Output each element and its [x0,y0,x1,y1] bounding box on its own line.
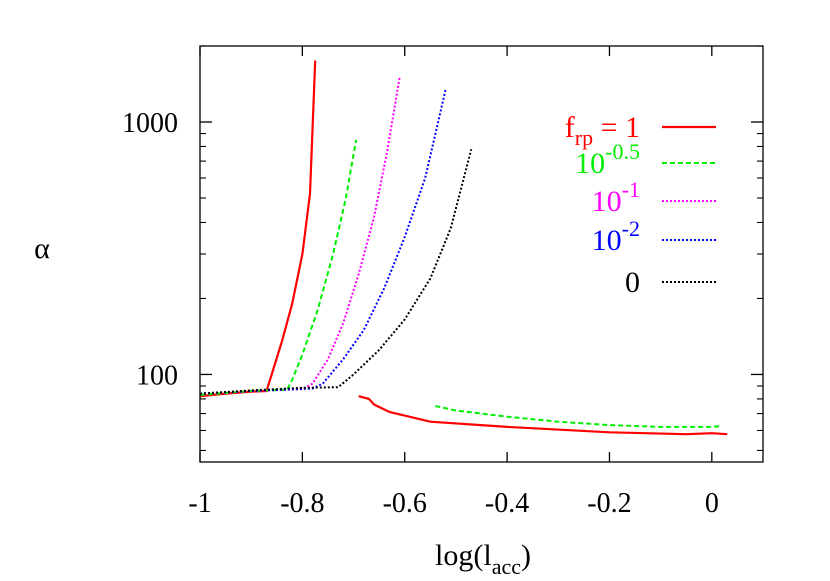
series-line-1-0 [199,139,358,396]
y-tick-label: 1000 [122,108,178,139]
legend-label-base: 0 [625,266,640,299]
legend-label-base: 10 [592,224,622,257]
series-layer [199,60,728,436]
series-line-0-0 [199,60,317,398]
legend-label-sup: -1 [622,177,640,202]
legend-label: 0 [625,266,640,299]
legend-label-rest: = 1 [593,111,640,144]
series-line-4-0 [199,148,473,395]
legend-label-base: 10 [592,185,622,218]
x-tick-label: -0.2 [587,488,631,519]
legend-label: frp = 1 [565,111,640,150]
legend-label: 10-2 [592,216,640,257]
y-axis-label: α [34,232,50,265]
x-tick-label: -0.4 [485,488,529,519]
x-axis-label-close: ) [521,539,531,572]
plot-frame [199,45,764,463]
y-tick-label: 100 [136,360,178,391]
legend-label-sub: rp [575,125,593,150]
series-line-1-1 [435,405,723,428]
x-axis-label: log(lacc) [435,539,531,579]
legend-label-sup: -0.5 [605,139,640,164]
legend-label-base: f [565,111,575,144]
legend-label-sup: -2 [622,216,640,241]
legend: frp = 110-0.510-110-20 [565,111,716,299]
legend-label: 10-0.5 [575,139,640,180]
series-line-0-1 [358,395,728,436]
legend-label: 10-1 [592,177,640,218]
x-tick-label: -0.6 [383,488,427,519]
x-axis-label-sub: acc [492,554,522,579]
series-line-2-0 [199,77,401,395]
x-tick-label: 0 [705,488,719,519]
series-line-3-0 [199,88,447,395]
legend-label-base: 10 [575,147,605,180]
x-axis-label-main: log(l [435,539,492,572]
x-tick-label: -0.8 [280,488,324,519]
x-tick-label: -1 [188,488,211,519]
